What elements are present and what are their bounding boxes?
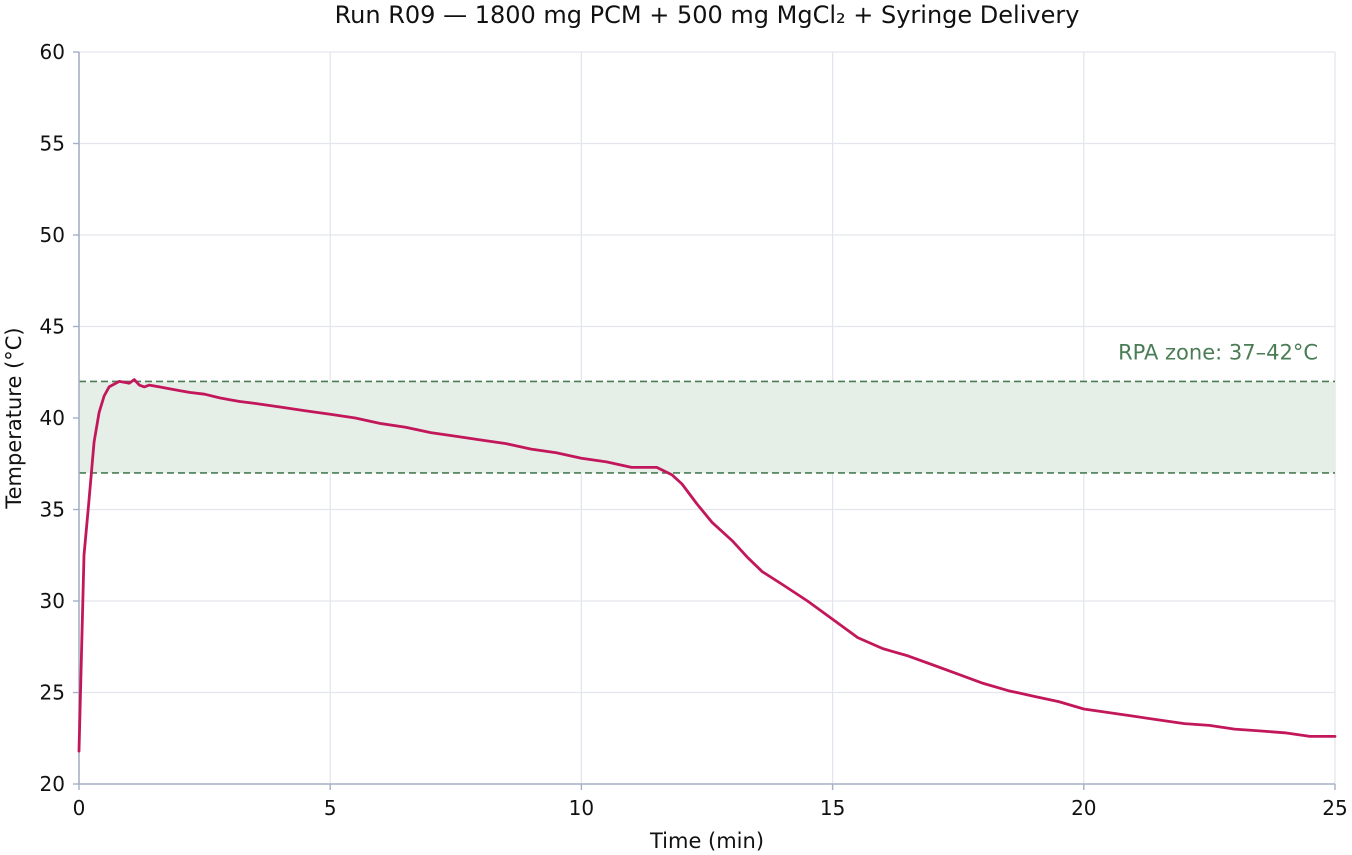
chart-title: Run R09 — 1800 mg PCM + 500 mg MgCl₂ + S… <box>335 1 1080 29</box>
temperature-series-line <box>77 378 1337 753</box>
x-tick-label: 5 <box>324 796 337 820</box>
x-tick-label: 20 <box>1071 796 1096 820</box>
x-tick-label: 25 <box>1322 796 1347 820</box>
y-tick-label: 55 <box>40 132 65 156</box>
y-tick-label: 40 <box>40 406 65 430</box>
y-axis-label: Temperature (°C) <box>2 327 26 509</box>
y-tick-label: 45 <box>40 315 65 339</box>
x-axis-ticks: 0 5 10 15 20 25 <box>73 784 1348 820</box>
y-tick-label: 20 <box>40 772 65 796</box>
rpa-zone-band <box>79 381 1335 473</box>
rpa-zone-label: RPA zone: 37–42°C <box>1118 340 1318 364</box>
x-axis-label: Time (min) <box>649 829 764 853</box>
y-tick-label: 35 <box>40 498 65 522</box>
y-tick-label: 50 <box>40 223 65 247</box>
x-tick-label: 0 <box>73 796 86 820</box>
x-tick-label: 10 <box>569 796 594 820</box>
y-tick-label: 60 <box>40 40 65 64</box>
x-tick-label: 15 <box>820 796 845 820</box>
y-tick-label: 30 <box>40 589 65 613</box>
y-axis-ticks: 20 25 30 35 40 45 50 55 60 <box>40 40 79 796</box>
y-tick-label: 25 <box>40 681 65 705</box>
